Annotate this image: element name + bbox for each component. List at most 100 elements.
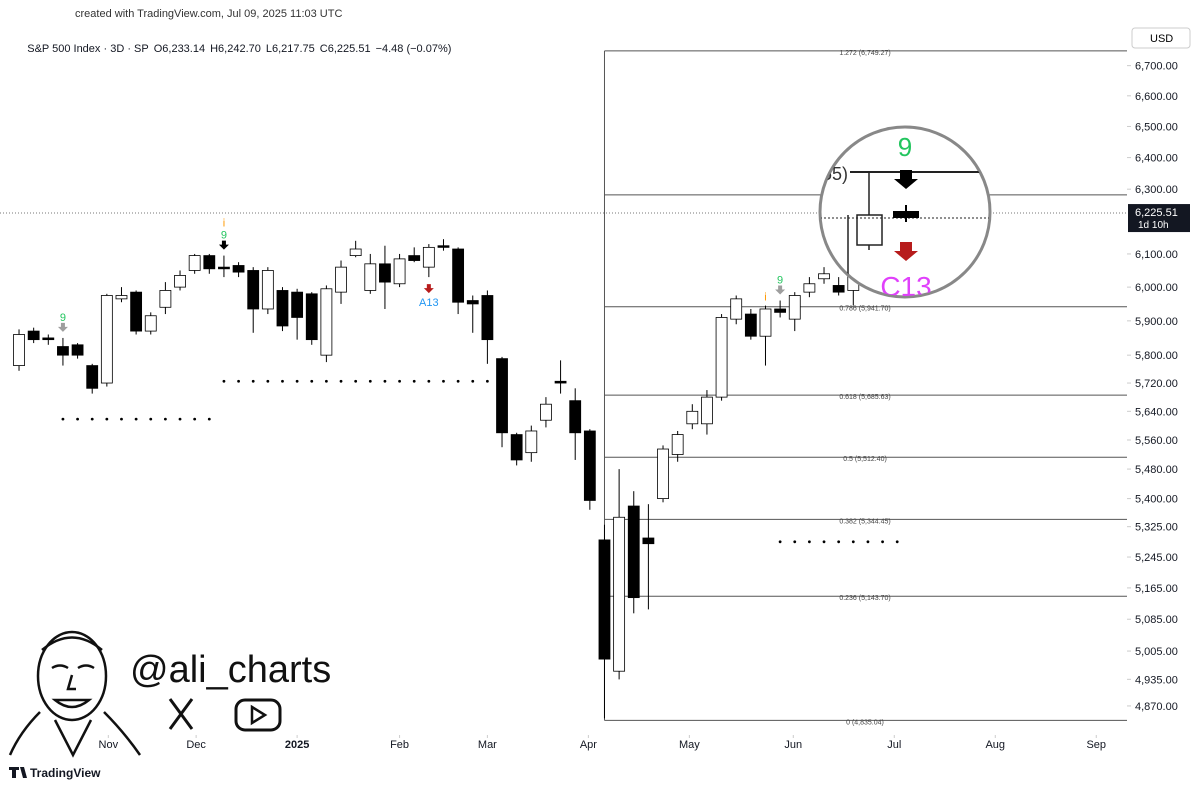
support-dot [222,379,226,383]
x-tick-label: Sep [1086,739,1106,751]
youtube-icon [234,698,282,732]
fib-label: 0.5 (5,512.40) [843,456,887,463]
candle-body [71,344,84,356]
candle-body [364,263,377,291]
candle-body [657,448,669,499]
candle-body [701,396,713,425]
candle-body [671,434,684,455]
zoom-top-label: 9 [898,132,912,162]
candle-body [13,334,25,366]
symbol: S&P 500 Index · 3D · SP [27,43,149,55]
signal-arrow [57,322,68,332]
support-dot [427,379,431,383]
support-dot [193,417,197,421]
support-dot [207,417,211,421]
brand: TradingView [30,766,101,780]
candle-body [379,263,391,283]
candle-body [130,291,143,332]
support-line [61,417,211,421]
y-tick-label: 5,085.00 [1135,614,1178,626]
fib-label: 0.618 (5,685.63) [839,394,890,401]
signal-arrow [423,284,434,294]
symbol-header: S&P 500 Index · 3D · SP O6,233.14 H6,242.7… [15,31,456,67]
y-tick-label: 5,325.00 [1135,522,1178,534]
support-dot [456,379,460,383]
x-tick-label: Nov [99,739,119,751]
fib-label: 0.236 (5,143.70) [839,595,890,602]
y-tick-label: 5,800.00 [1135,350,1178,362]
candle-body [247,270,260,310]
candle-body [525,430,538,454]
candle-body [86,365,99,389]
support-dot [281,379,284,383]
candle-body [188,255,201,271]
candle-body [788,295,801,320]
candle-body [159,290,172,308]
signal-label: i [764,292,766,304]
zoom-candle [893,211,919,218]
candle-body [203,255,216,270]
y-tick-label: 6,300.00 [1135,184,1178,196]
y-tick-label: 5,900.00 [1135,316,1178,328]
candle-body [583,430,596,501]
support-dot [295,379,299,383]
support-dot [310,379,314,383]
y-tick-label: 6,400.00 [1135,153,1178,165]
support-dot [398,379,401,383]
support-dot [90,417,94,421]
candle-body [320,288,333,356]
candle-body [437,245,450,248]
candle-body [496,358,508,434]
support-dot [354,379,358,383]
support-dot [61,417,65,421]
x-tick-label: Aug [985,739,1005,751]
watermark: @ali_charts [8,630,331,758]
currency: USD [1150,33,1173,45]
support-dot [881,540,884,544]
change: −4.48 (−0.07%) [375,43,452,55]
y-tick-label: 5,165.00 [1135,583,1178,595]
y-tick-label: 6,500.00 [1135,121,1178,133]
y-tick-label: 6,700.00 [1135,61,1178,73]
candle-body [569,400,582,434]
youtube-play [250,704,268,726]
countdown: 1d 10h [1138,220,1169,231]
candle-body [554,380,567,384]
high: H6,242.70 [210,43,261,55]
candle-body [466,300,479,305]
support-dot [412,379,416,383]
x-tick-label: Jul [887,739,901,751]
y-tick-label: 5,480.00 [1135,464,1178,476]
signal-label: A13 [419,297,439,309]
y-tick-label: 5,245.00 [1135,552,1178,564]
zoom-bottom-label: C13 [880,271,931,302]
support-dot [866,540,870,544]
x-tick-label: 2025 [285,739,309,751]
candle-body [598,539,611,660]
credit: created with TradingView.com, Jul 09, 20… [75,8,343,20]
price-tag-label: 6,225.51 [1135,207,1178,219]
candle-body [730,298,743,320]
candle-body [774,308,787,313]
y-tick-label: 6,000.00 [1135,282,1178,294]
y-tick-label: 4,870.00 [1135,701,1178,713]
y-tick-label: 5,400.00 [1135,494,1178,506]
fib-label: 1.272 (6,749.27) [839,50,890,57]
support-dot [485,379,489,383]
candle-body [832,285,845,293]
candle-body [481,295,494,341]
support-line [778,540,899,544]
price-tag [1128,204,1190,233]
close: C6,225.51 [319,43,371,55]
candle-body [174,275,186,288]
candle-body [144,315,157,332]
support-dot [895,540,899,544]
handle: @ali_charts [130,649,331,691]
open: O6,233.14 [153,43,206,55]
support-dot [442,379,445,383]
candle-body [27,330,40,341]
x-icon [168,698,194,730]
zoom-arrow [894,170,918,189]
support-dot [837,540,841,544]
